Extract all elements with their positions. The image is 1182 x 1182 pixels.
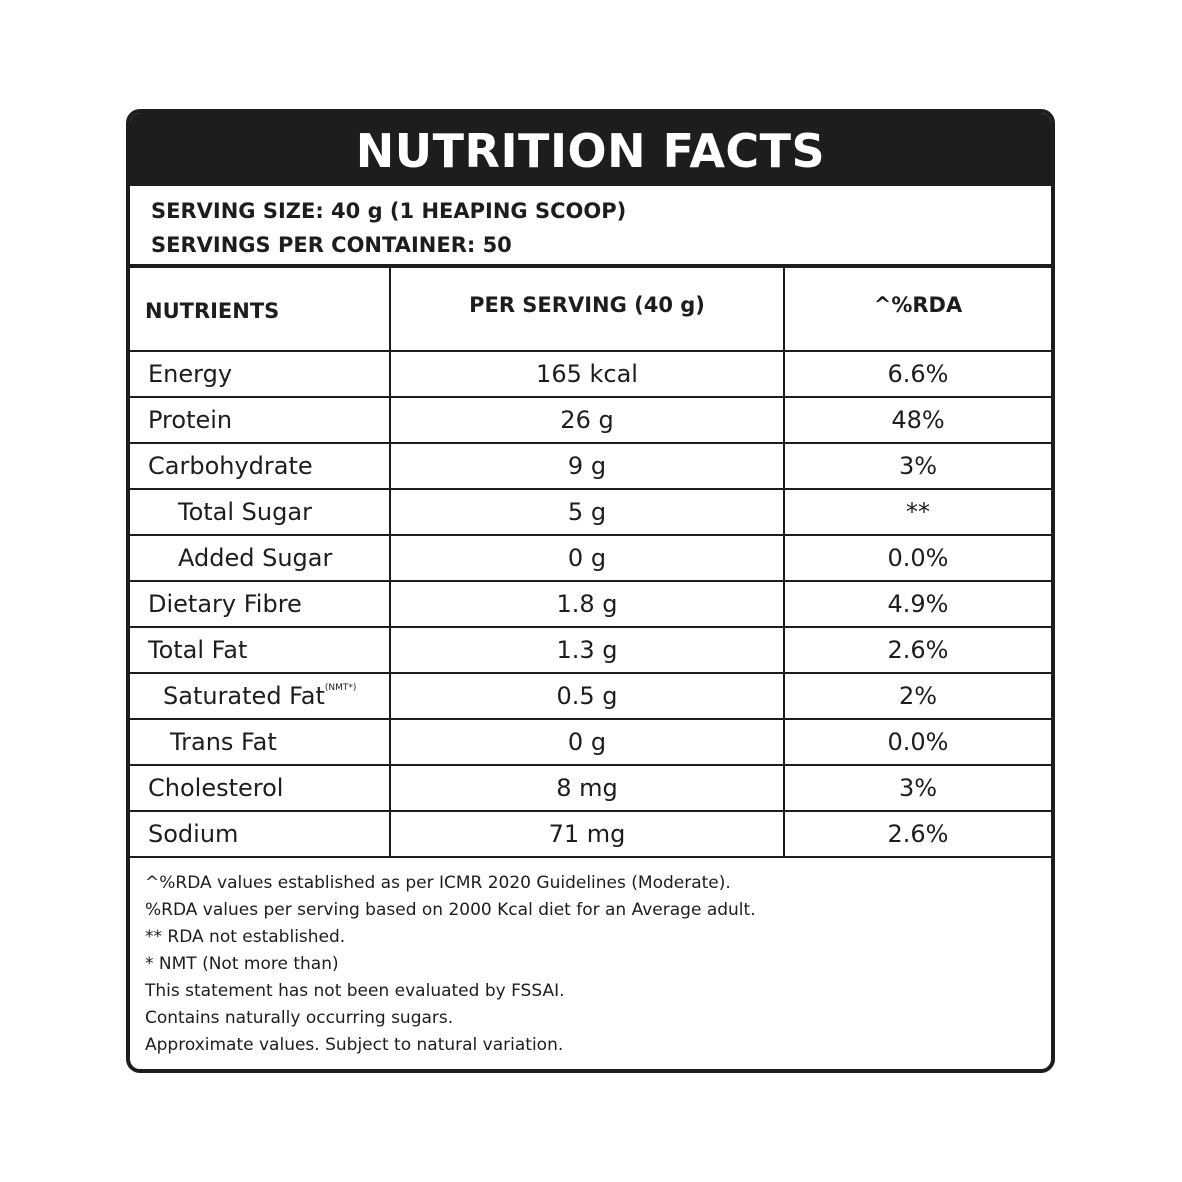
per-serving: 165 kcal	[389, 350, 785, 398]
per-serving: 5 g	[389, 488, 785, 536]
column-header: ^%RDA	[783, 266, 1051, 352]
footnote: ** RDA not established.	[145, 927, 346, 947]
nutrition-label: NUTRITION FACTS SERVING SIZE: 40 g (1 HE…	[126, 109, 1055, 1073]
rda: 6.6%	[783, 350, 1051, 398]
nutrient-row: Dietary Fibre 1.8 g 4.9%	[130, 580, 1051, 628]
rda: 3%	[783, 442, 1051, 490]
nutrient-row: Trans Fat 0 g 0.0%	[130, 718, 1051, 766]
nutrient-name: Total Sugar	[130, 488, 391, 536]
nutrient-row: Total Fat 1.3 g 2.6%	[130, 626, 1051, 674]
per-serving: 0 g	[389, 718, 785, 766]
servings-per-container: SERVINGS PER CONTAINER: 50	[151, 233, 512, 257]
nutrient-name: Protein	[130, 396, 391, 444]
column-header: PER SERVING (40 g)	[389, 266, 785, 352]
nutrient-name: Sodium	[130, 810, 391, 858]
per-serving: 0 g	[389, 534, 785, 582]
nutrient-name: Cholesterol	[130, 764, 391, 812]
rda: 3%	[783, 764, 1051, 812]
footnote: Approximate values. Subject to natural v…	[145, 1035, 564, 1055]
serving-info: SERVING SIZE: 40 g (1 HEAPING SCOOP) SER…	[130, 186, 1051, 266]
footnotes: ^%RDA values established as per ICMR 202…	[130, 858, 1051, 1059]
footnote: ^%RDA values established as per ICMR 202…	[145, 873, 731, 893]
nutrient-row: Energy 165 kcal 6.6%	[130, 350, 1051, 398]
footnote: %RDA values per serving based on 2000 Kc…	[145, 900, 756, 920]
nutrient-row: Sodium 71 mg 2.6%	[130, 810, 1051, 858]
nutrient-name: Total Fat	[130, 626, 391, 674]
footnote: Contains naturally occurring sugars.	[145, 1008, 454, 1028]
per-serving: 26 g	[389, 396, 785, 444]
per-serving: 8 mg	[389, 764, 785, 812]
footnote: * NMT (Not more than)	[145, 954, 339, 974]
rda: 2.6%	[783, 810, 1051, 858]
rda: 2.6%	[783, 626, 1051, 674]
nutrient-name: Trans Fat	[130, 718, 391, 766]
nutrient-name: Dietary Fibre	[130, 580, 391, 628]
nutrient-name: Energy	[130, 350, 391, 398]
nutrient-row: Cholesterol 8 mg 3%	[130, 764, 1051, 812]
nutrient-row: Saturated Fat(NMT*) 0.5 g 2%	[130, 672, 1051, 720]
rda: 48%	[783, 396, 1051, 444]
nutrient-name: Saturated Fat(NMT*)	[130, 672, 391, 720]
nutrient-row: Protein 26 g 48%	[130, 396, 1051, 444]
nutrient-name-text: Saturated Fat	[163, 682, 325, 710]
column-header: NUTRIENTS	[130, 266, 391, 352]
serving-size: SERVING SIZE: 40 g (1 HEAPING SCOOP)	[151, 199, 627, 223]
per-serving: 1.3 g	[389, 626, 785, 674]
header-row: NUTRIENTS PER SERVING (40 g) ^%RDA	[130, 266, 1051, 352]
rda: 4.9%	[783, 580, 1051, 628]
nutrient-row: Carbohydrate 9 g 3%	[130, 442, 1051, 490]
title: NUTRITION FACTS	[130, 113, 1051, 186]
nutrient-superscript: (NMT*)	[324, 683, 357, 693]
nutrient-name: Added Sugar	[130, 534, 391, 582]
rda: 0.0%	[783, 534, 1051, 582]
per-serving: 71 mg	[389, 810, 785, 858]
footnote: This statement has not been evaluated by…	[145, 981, 565, 1001]
per-serving: 9 g	[389, 442, 785, 490]
per-serving: 1.8 g	[389, 580, 785, 628]
per-serving: 0.5 g	[389, 672, 785, 720]
nutrient-row: Added Sugar 0 g 0.0%	[130, 534, 1051, 582]
rda: **	[783, 488, 1051, 536]
nutrient-table: NUTRIENTS PER SERVING (40 g) ^%RDA Energy 1…	[130, 266, 1051, 858]
nutrient-name: Carbohydrate	[130, 442, 391, 490]
nutrient-row: Total Sugar 5 g **	[130, 488, 1051, 536]
rda: 2%	[783, 672, 1051, 720]
rda: 0.0%	[783, 718, 1051, 766]
